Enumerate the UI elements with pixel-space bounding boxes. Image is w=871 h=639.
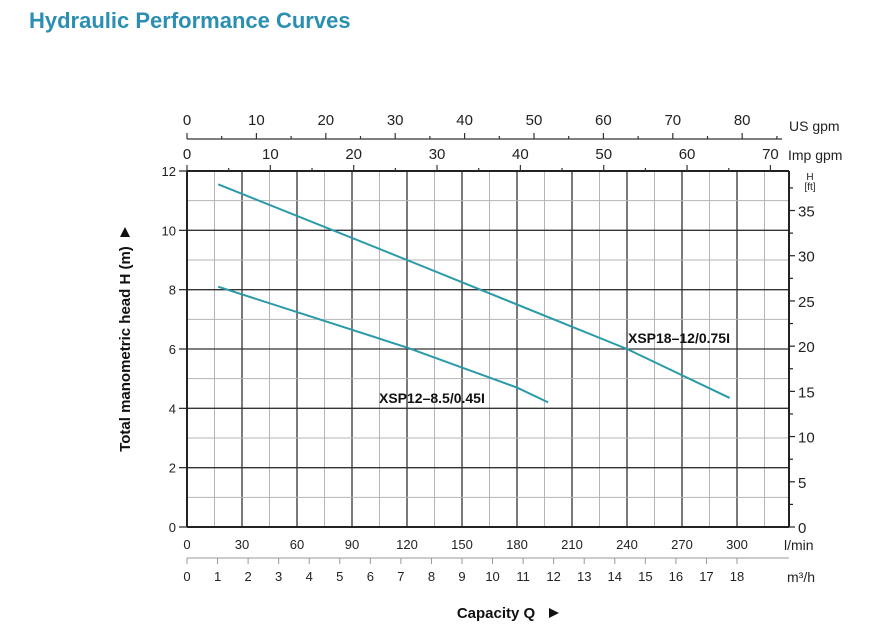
m3h-tick-label: 11 (516, 569, 530, 584)
x-axis-title: Capacity Q (457, 605, 536, 622)
chart-title: Hydraulic Performance Curves (29, 8, 351, 33)
impgpm-unit-label: Imp gpm (788, 147, 842, 163)
impgpm-tick-label: 30 (429, 146, 446, 163)
ft-tick-label: 10 (798, 430, 815, 447)
m3h-tick-label: 2 (244, 569, 251, 584)
usgpm-tick-label: 60 (595, 112, 612, 129)
m3h-tick-label: 6 (367, 569, 374, 584)
usgpm-tick-label: 20 (317, 112, 334, 129)
impgpm-tick-label: 60 (679, 146, 696, 163)
y-tick-label: 4 (169, 401, 176, 416)
impgpm-tick-label: 50 (595, 146, 612, 163)
series-curve-1 (217, 285, 549, 404)
impgpm-tick-label: 20 (345, 146, 362, 163)
m3h-tick-label: 9 (458, 569, 465, 584)
m3h-tick-label: 8 (428, 569, 435, 584)
m3h-tick-label: 18 (730, 569, 744, 584)
lmin-tick-label: 60 (290, 537, 304, 552)
impgpm-tick-label: 0 (183, 146, 191, 163)
lmin-tick-label: 240 (616, 537, 638, 552)
m3h-tick-label: 14 (608, 569, 622, 584)
lmin-tick-label: 30 (235, 537, 249, 552)
usgpm-tick-label: 80 (734, 112, 751, 129)
lmin-tick-label: 90 (345, 537, 359, 552)
lmin-tick-label: 150 (451, 537, 473, 552)
series-label-xsp12: XSP12–8.5/0.45I (379, 390, 485, 406)
series-label-xsp18: XSP18–12/0.75I (628, 330, 730, 346)
grid (187, 171, 789, 527)
ft-tick-label: 35 (798, 204, 815, 221)
lmin-tick-label: 0 (183, 537, 190, 552)
ft-tick-label: 25 (798, 294, 815, 311)
usgpm-tick-label: 0 (183, 112, 191, 129)
usgpm-tick-label: 50 (526, 112, 543, 129)
y-axis-title: Total manometric head H (m) (117, 246, 134, 452)
m3h-tick-label: 15 (638, 569, 652, 584)
m3h-tick-label: 10 (485, 569, 499, 584)
impgpm-tick-label: 40 (512, 146, 529, 163)
ft-axis-unit-ft: [ft] (804, 182, 815, 193)
lmin-unit-label: l/min (784, 537, 814, 553)
m3h-tick-label: 3 (275, 569, 282, 584)
ft-axis-unit-h: H (806, 172, 813, 183)
m3h-tick-label: 0 (183, 569, 190, 584)
y-tick-label: 0 (169, 520, 176, 535)
usgpm-tick-label: 40 (456, 112, 473, 129)
lmin-tick-label: 180 (506, 537, 528, 552)
m3h-tick-label: 7 (397, 569, 404, 584)
m3h-tick-label: 13 (577, 569, 591, 584)
usgpm-tick-label: 70 (664, 112, 681, 129)
y-tick-label: 10 (162, 223, 176, 238)
lmin-tick-label: 270 (671, 537, 693, 552)
x-axis-arrow-icon (549, 608, 559, 618)
m3h-tick-label: 12 (546, 569, 560, 584)
usgpm-tick-label: 30 (387, 112, 404, 129)
m3h-tick-label: 16 (669, 569, 683, 584)
lmin-tick-label: 210 (561, 537, 583, 552)
m3h-unit-label: m³/h (787, 569, 815, 585)
y-tick-label: 6 (169, 342, 176, 357)
impgpm-tick-label: 70 (762, 146, 779, 163)
labels: XSP18–12/0.75IXSP12–8.5/0.45I024681012To… (117, 112, 842, 622)
ft-tick-label: 5 (798, 475, 806, 492)
y-tick-label: 12 (162, 164, 176, 179)
impgpm-tick-label: 10 (262, 146, 279, 163)
lmin-tick-label: 300 (726, 537, 748, 552)
ft-tick-label: 0 (798, 520, 806, 537)
axes (179, 133, 795, 564)
y-tick-label: 8 (169, 283, 176, 298)
ft-tick-label: 20 (798, 339, 815, 356)
m3h-tick-label: 4 (306, 569, 313, 584)
series-curve-0 (217, 183, 731, 399)
lmin-tick-label: 120 (396, 537, 418, 552)
curves (217, 183, 731, 404)
m3h-tick-label: 17 (699, 569, 713, 584)
m3h-tick-label: 5 (336, 569, 343, 584)
ft-tick-label: 15 (798, 384, 815, 401)
ft-tick-label: 30 (798, 249, 815, 266)
usgpm-unit-label: US gpm (789, 118, 840, 134)
usgpm-tick-label: 10 (248, 112, 265, 129)
y-axis-arrow-icon (120, 227, 130, 237)
m3h-tick-label: 1 (214, 569, 221, 584)
y-tick-label: 2 (169, 461, 176, 476)
